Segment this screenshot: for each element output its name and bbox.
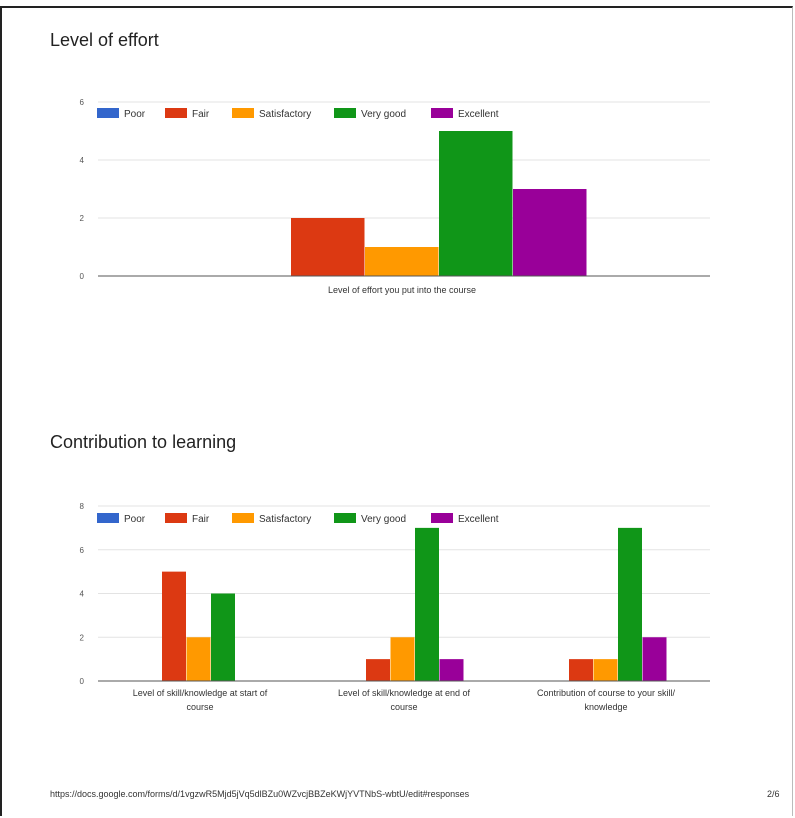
legend-swatch-satisfactory (232, 108, 254, 118)
y-tick-label: 0 (80, 272, 85, 281)
x-category-label: knowledge (584, 702, 627, 712)
legend-label: Very good (361, 514, 406, 525)
y-tick-label: 8 (80, 502, 85, 511)
legend-label: Excellent (458, 109, 499, 120)
bar-fair (162, 571, 186, 681)
page-frame (0, 6, 793, 816)
y-tick-label: 2 (80, 214, 85, 223)
bar-satisfactory (186, 637, 211, 681)
chart-title-effort: Level of effort (50, 30, 159, 50)
legend-label: Fair (192, 109, 210, 120)
legend-label: Fair (192, 514, 210, 525)
bar-satisfactory (365, 247, 439, 276)
x-category-label: course (186, 702, 213, 712)
footer-page-number: 2/6 (767, 789, 780, 799)
legend-swatch-excellent (431, 513, 453, 523)
y-tick-label: 0 (80, 677, 85, 686)
chart-title-contribution: Contribution to learning (50, 432, 237, 452)
x-category-label: Level of effort you put into the course (328, 285, 476, 295)
y-tick-label: 4 (80, 590, 85, 599)
legend-swatch-poor (97, 108, 119, 118)
legend-swatch-excellent (431, 108, 453, 118)
bar-very-good (618, 527, 642, 681)
bar-fair (291, 218, 365, 276)
legend-label: Satisfactory (259, 514, 311, 525)
legend-swatch-fair (165, 513, 187, 523)
bar-excellent (439, 659, 464, 681)
x-category-label: course (390, 702, 417, 712)
y-tick-label: 4 (80, 156, 85, 165)
legend-swatch-poor (97, 513, 119, 523)
legend-swatch-satisfactory (232, 513, 254, 523)
bar-satisfactory (390, 637, 415, 681)
bar-very-good (439, 131, 513, 276)
x-category-label: Level of skill/knowledge at start of (133, 688, 268, 698)
bar-excellent (642, 637, 667, 681)
legend-label: Poor (124, 514, 146, 525)
bar-excellent (513, 189, 587, 276)
legend-swatch-very-good (334, 108, 356, 118)
legend-swatch-very-good (334, 513, 356, 523)
footer-url: https://docs.google.com/forms/d/1vgzwR5M… (50, 789, 470, 799)
bar-fair (366, 659, 390, 681)
y-tick-label: 2 (80, 633, 85, 642)
bar-very-good (415, 527, 439, 681)
legend-label: Satisfactory (259, 109, 311, 120)
bar-fair (569, 659, 593, 681)
legend-swatch-fair (165, 108, 187, 118)
y-tick-label: 6 (80, 546, 85, 555)
y-tick-label: 6 (80, 98, 85, 107)
legend-label: Very good (361, 109, 406, 120)
bar-very-good (211, 593, 235, 681)
bar-satisfactory (593, 659, 618, 681)
legend-label: Excellent (458, 514, 499, 525)
x-category-label: Contribution of course to your skill/ (537, 688, 676, 698)
legend-label: Poor (124, 109, 146, 120)
x-category-label: Level of skill/knowledge at end of (338, 688, 471, 698)
